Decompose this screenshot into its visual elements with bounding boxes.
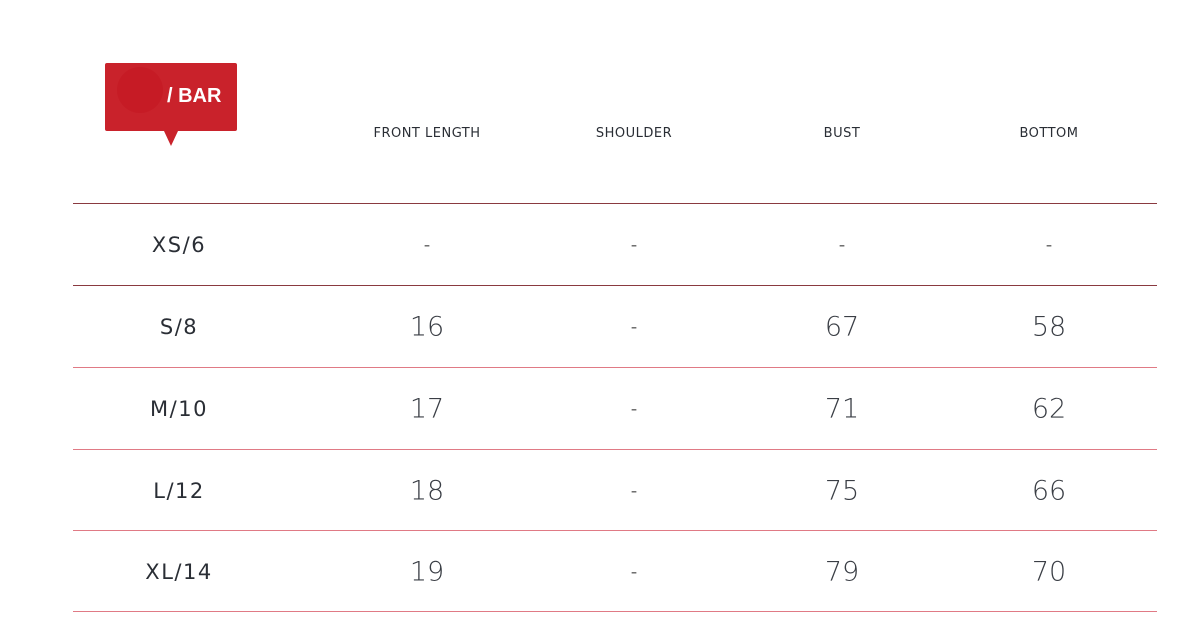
measurement-cell: 75 <box>824 475 860 506</box>
measurement-cell: - <box>630 561 638 582</box>
measurement-cell: 58 <box>1031 311 1067 343</box>
size-label: S/8 <box>159 315 199 339</box>
measurement-cell: 79 <box>824 556 860 587</box>
badge-label: / BAR <box>167 85 222 107</box>
measurement-cell: - <box>630 480 638 501</box>
column-header: FRONT LENGTH <box>373 126 481 141</box>
badge-logo <box>117 67 163 113</box>
measurement-cell: 67 <box>824 311 860 343</box>
measurement-cell: - <box>838 234 846 256</box>
measurement-cell: 17 <box>409 393 445 425</box>
measurement-cell: 71 <box>824 393 860 425</box>
column-header: SHOULDER <box>595 126 673 141</box>
row-divider <box>73 285 1157 286</box>
measurement-cell: 16 <box>409 311 445 343</box>
measurement-cell: - <box>630 234 638 256</box>
size-label: L/12 <box>153 478 205 503</box>
column-header: BOTTOM <box>1019 126 1079 141</box>
measurement-cell: 19 <box>409 556 445 587</box>
badge-pointer <box>164 131 178 146</box>
measurement-cell: - <box>630 398 638 420</box>
size-label: XL/14 <box>145 559 213 584</box>
size-label: M/10 <box>150 397 208 421</box>
measurement-cell: 62 <box>1031 393 1067 425</box>
row-divider <box>73 611 1157 612</box>
measurement-cell: - <box>423 234 431 256</box>
measurement-cell: - <box>1045 234 1053 256</box>
category-badge: / BAR <box>105 63 237 146</box>
row-divider <box>73 449 1157 450</box>
row-divider <box>73 367 1157 368</box>
row-divider <box>73 530 1157 531</box>
row-divider <box>73 203 1157 204</box>
measurement-cell: 18 <box>409 475 445 506</box>
measurement-cell: - <box>630 316 638 338</box>
column-header: BUST <box>823 126 861 141</box>
measurement-cell: 70 <box>1031 556 1067 587</box>
measurement-cell: 66 <box>1031 475 1067 506</box>
size-label: XS/6 <box>151 233 207 257</box>
